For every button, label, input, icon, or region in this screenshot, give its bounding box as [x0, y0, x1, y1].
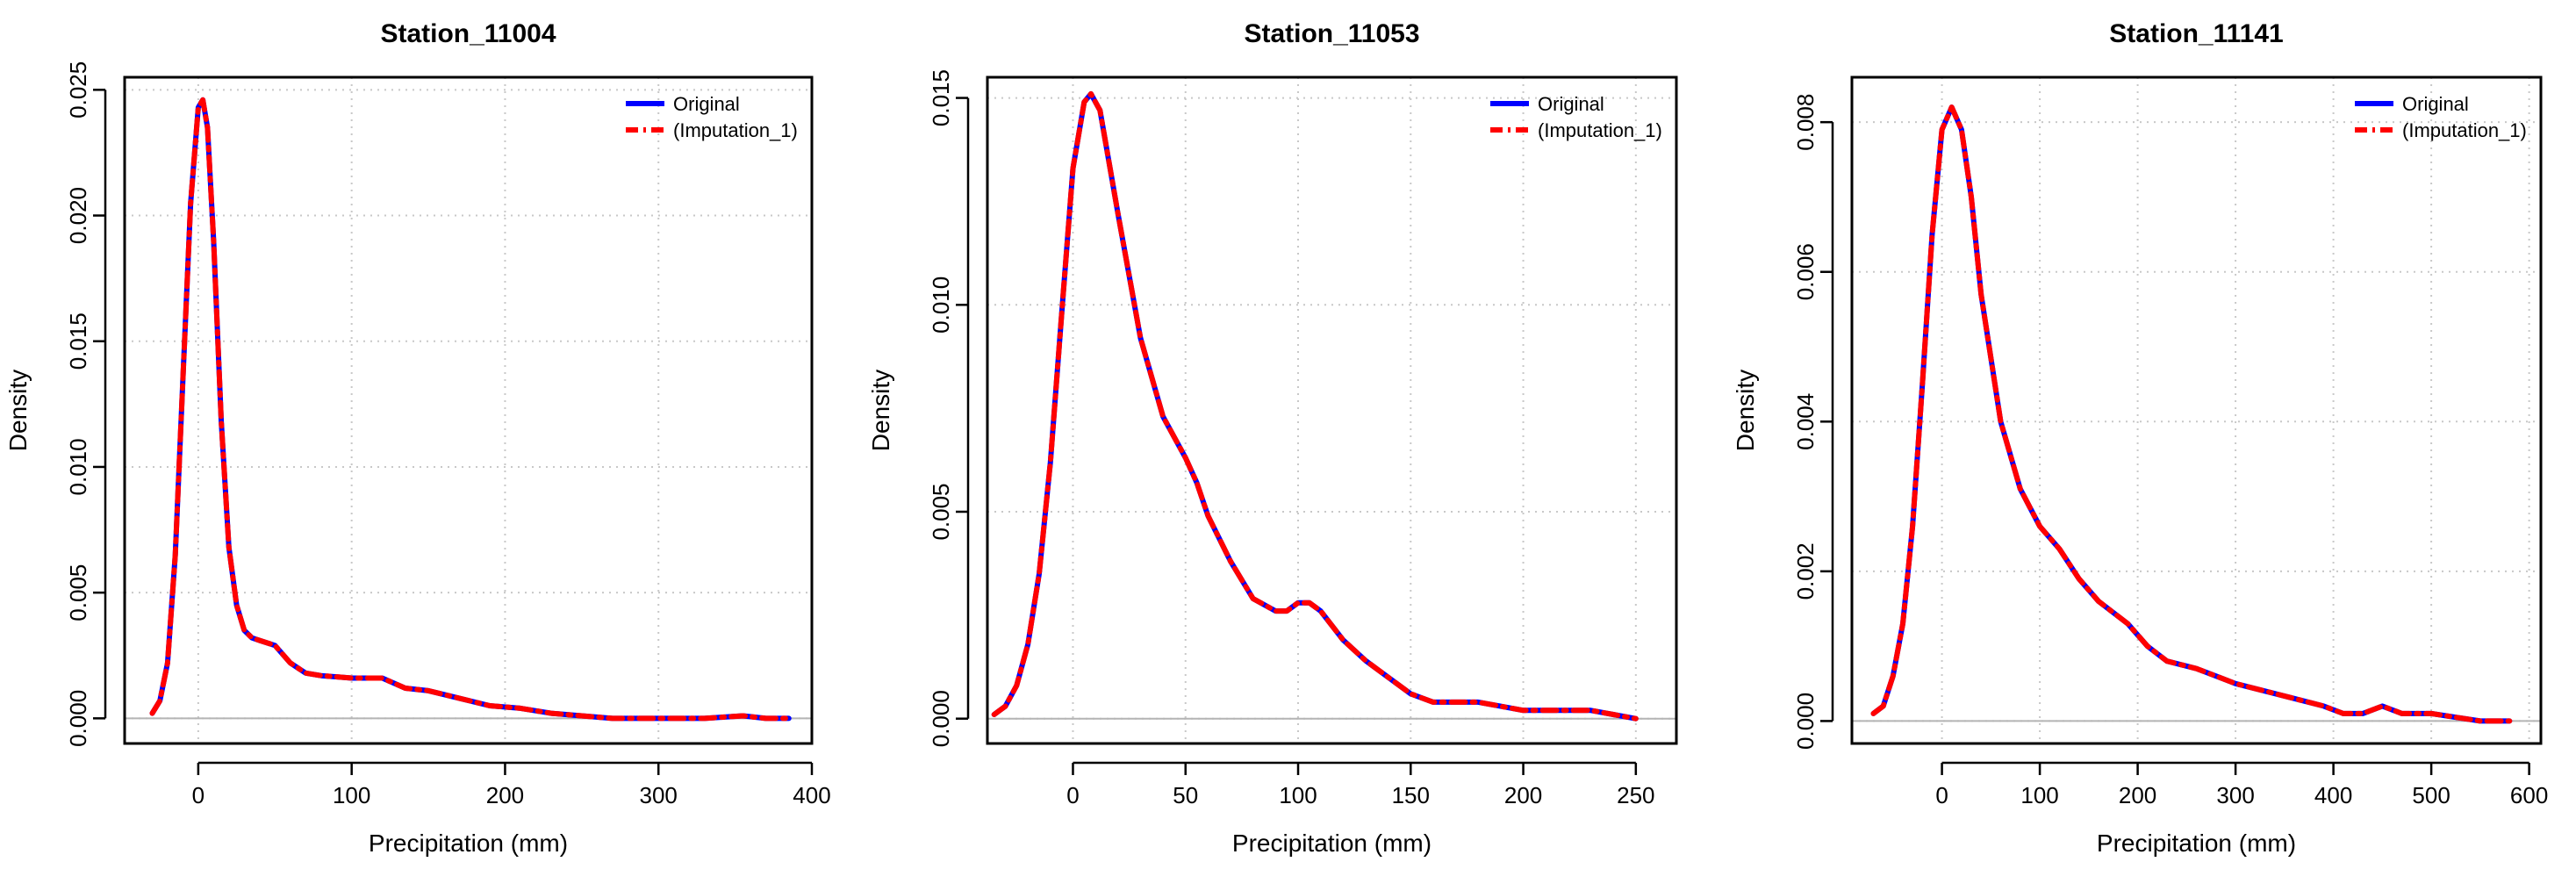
y-tick-label: 0.000 — [928, 690, 954, 747]
x-tick-label: 0 — [1935, 782, 1948, 808]
legend-label: (Imputation_1) — [2402, 119, 2527, 141]
chart-panel-1: 0 100 200 300 400 0.000 0.005 0.010 0.015 0.020 0.… — [4, 19, 831, 857]
series-line-original — [149, 97, 792, 722]
x-tick-label: 250 — [1617, 782, 1654, 808]
series-line-original — [991, 90, 1639, 722]
y-tick-label: 0.015 — [928, 69, 954, 126]
series-line-imputation — [991, 90, 1639, 722]
y-tick-label: 0.025 — [65, 61, 91, 118]
legend: Original (Imputation_1) — [626, 93, 798, 141]
legend: Original (Imputation_1) — [1490, 93, 1662, 141]
y-tick-label: 0.005 — [928, 483, 954, 540]
legend-label: Original — [673, 93, 740, 115]
x-axis-label: Precipitation (mm) — [1232, 830, 1432, 857]
plot-frame — [1850, 75, 2543, 745]
y-tick-label: 0.010 — [928, 276, 954, 334]
y-tick-label: 0.005 — [65, 564, 91, 621]
chart-panel-2: 0 50 100 150 200 250 0.000 0.005 0.010 0.015 Stati… — [867, 19, 1678, 857]
y-tick-label: 0.008 — [1792, 94, 1819, 151]
x-tick-label: 200 — [486, 782, 524, 808]
x-tick-label: 400 — [793, 782, 830, 808]
legend-label: Original — [1538, 93, 1604, 115]
y-tick-label: 0.015 — [65, 312, 91, 370]
plot-frame — [986, 75, 1678, 745]
y-tick-label: 0.000 — [1792, 693, 1819, 750]
x-tick-label: 100 — [2020, 782, 2058, 808]
x-tick-label: 500 — [2412, 782, 2450, 808]
x-tick-label: 200 — [1504, 782, 1542, 808]
y-axis-label: Density — [4, 370, 32, 451]
chart-title: Station_11053 — [1244, 19, 1419, 48]
legend-label: Original — [2402, 93, 2469, 115]
legend-label: (Imputation_1) — [673, 119, 798, 141]
y-axis-label: Density — [1732, 370, 1759, 451]
x-tick-label: 0 — [192, 782, 205, 808]
x-tick-label: 300 — [640, 782, 678, 808]
x-tick-label: 600 — [2510, 782, 2548, 808]
y-tick-label: 0.010 — [65, 438, 91, 495]
y-tick-label: 0.004 — [1792, 393, 1819, 450]
x-tick-label: 200 — [2119, 782, 2156, 808]
x-axis-label: Precipitation (mm) — [2097, 830, 2296, 857]
x-tick-label: 0 — [1066, 782, 1079, 808]
y-tick-label: 0.002 — [1792, 542, 1819, 600]
series-line-imputation — [149, 97, 792, 722]
plot-frame — [123, 75, 814, 745]
x-tick-label: 50 — [1173, 782, 1198, 808]
y-tick-label: 0.020 — [65, 187, 91, 244]
x-axis-label: Precipitation (mm) — [369, 830, 568, 857]
x-tick-label: 400 — [2314, 782, 2352, 808]
legend: Original (Imputation_1) — [2355, 93, 2527, 141]
series-line-original — [1870, 104, 2513, 724]
chart-title: Station_11004 — [380, 19, 556, 48]
x-tick-label: 100 — [1279, 782, 1317, 808]
chart-title: Station_11141 — [2109, 19, 2283, 48]
legend-label: (Imputation_1) — [1538, 119, 1662, 141]
x-tick-label: 150 — [1392, 782, 1430, 808]
x-tick-label: 300 — [2216, 782, 2254, 808]
series-line-imputation — [1870, 104, 2513, 724]
y-tick-label: 0.006 — [1792, 243, 1819, 300]
chart-panel-3: 0 100 200 300 400 500 600 0.000 0.002 0.004 0.006 0… — [1732, 19, 2548, 857]
y-tick-label: 0.000 — [65, 690, 91, 747]
x-tick-label: 100 — [333, 782, 370, 808]
y-axis-label: Density — [867, 370, 894, 451]
